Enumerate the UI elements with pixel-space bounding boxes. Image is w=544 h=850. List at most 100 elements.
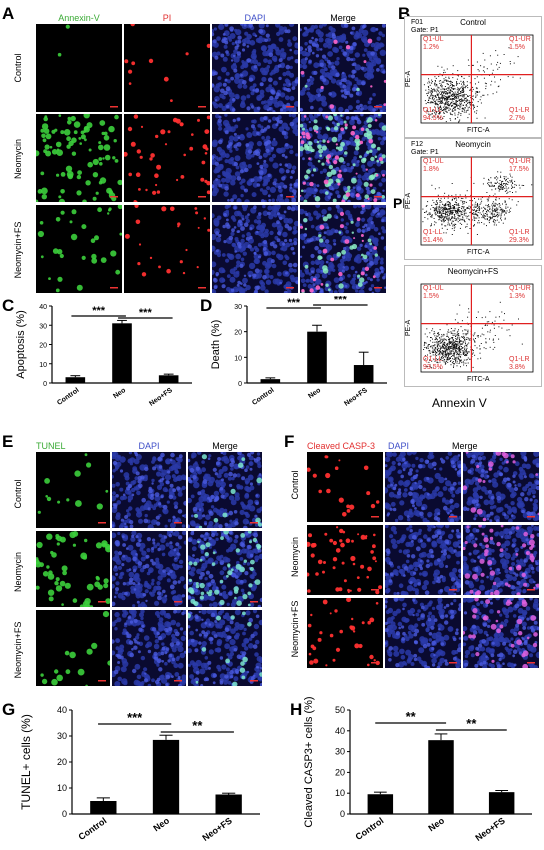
flow-plot-id: F12 [411, 141, 424, 148]
micrograph-f-dapi-row1 [385, 525, 461, 595]
significance-marker: *** [334, 296, 348, 306]
bar-control [65, 377, 86, 383]
significance-marker: ** [406, 709, 417, 724]
micrograph-a-annexin-row1 [36, 114, 122, 202]
y-tick-label: 40 [39, 304, 47, 311]
significance-marker: *** [139, 307, 153, 319]
flow-plot-title: Control [460, 18, 486, 27]
y-tick-label: 0 [238, 381, 242, 388]
bar-control [90, 801, 117, 814]
row-label-f-neomycin: Neomycin [290, 537, 300, 578]
flow-quadrant-ul: Q1-UL 1.8% [423, 158, 444, 173]
micrograph-a-pi-row0 [124, 24, 210, 112]
micrograph-e-dapi-row1 [112, 531, 186, 607]
panel-label-a: A [2, 4, 15, 23]
flow-quadrant-ur: Q1-UR 1.5% [509, 36, 531, 51]
significance-marker: *** [92, 305, 106, 317]
flow-axis-y: PE-A [405, 70, 413, 88]
flow-x-title: Annexin V [432, 396, 487, 410]
flow-axis-x: FITC-A [467, 249, 490, 256]
micrograph-e-tunel-row2 [36, 610, 110, 686]
flow-plot-title: Neomycin+FS [447, 267, 499, 276]
y-tick-label: 40 [57, 705, 67, 715]
y-tick-label: 30 [39, 323, 47, 330]
channel-label-tunel: TUNEL [36, 441, 66, 451]
y-tick-label: 0 [43, 381, 47, 388]
bar-chart-death: 0 10 20 30 Death (%) Control Neo Neo+FS *** *** [210, 296, 387, 408]
flow-axis-x: FITC-A [467, 376, 490, 383]
y-tick-label: 10 [57, 783, 67, 793]
micrograph-f-casp3-row2 [307, 598, 383, 668]
bar-neofs [158, 375, 179, 383]
panel-label-d: D [200, 296, 213, 315]
micrograph-a-merge-row2 [300, 205, 386, 293]
y-tick-label: 30 [57, 731, 67, 741]
micrograph-a-dapi-row1 [212, 114, 298, 202]
channel-label-merge-e: Merge [212, 441, 238, 451]
flow-axis-y: PE-A [405, 192, 413, 210]
x-tick-label: Control [77, 815, 109, 842]
flow-y-title: PI [393, 195, 407, 211]
channel-label-annexin: Annexin-V [58, 13, 100, 23]
micrograph-a-merge-row0 [300, 24, 386, 112]
flow-plot-1: F12 Gate: P1 Neomycin FITC-A PE-A Q1-UL 1.8%… [404, 138, 542, 260]
micrograph-f-dapi-row2 [385, 598, 461, 668]
channel-label-casp3: Cleaved CASP-3 [307, 441, 376, 451]
x-tick-label: Neo+FS [343, 387, 369, 408]
flow-plot-gate: Gate: P1 [411, 27, 439, 34]
flow-quadrant-ul: Q1-UL 1.5% [423, 285, 444, 300]
x-tick-label: Neo [151, 815, 171, 833]
micrograph-e-dapi-row0 [112, 452, 186, 528]
y-tick-label: 10 [234, 355, 242, 362]
y-tick-label: 10 [335, 788, 345, 798]
bar-neo [307, 331, 327, 383]
bar-chart-tunel: 0 10 20 30 40 TUNEL+ cells (%) Control Neo Neo+F… [19, 705, 260, 843]
y-tick-label: 40 [335, 726, 345, 736]
bar-neo [112, 323, 132, 383]
bar-neofs [215, 794, 242, 814]
flow-plot-id: F01 [411, 19, 424, 26]
panel-label-c: C [2, 296, 15, 315]
y-tick-label: 30 [335, 747, 345, 757]
y-tick-label: 50 [335, 705, 345, 715]
x-tick-label: Neo+FS [473, 815, 506, 843]
flow-quadrant-ll: Q1-LL 93.5% [423, 356, 443, 371]
micrograph-e-dapi-row2 [112, 610, 186, 686]
bar-neo [428, 740, 454, 814]
flow-plot-title: Neomycin [455, 140, 491, 149]
y-tick-label: 20 [234, 330, 242, 337]
y-axis-label: TUNEL+ cells (%) [19, 714, 33, 810]
flow-axis-y: PE-A [405, 319, 413, 337]
flow-quadrant-lr: Q1-LR 2.7% [509, 107, 530, 122]
y-tick-label: 20 [335, 767, 345, 777]
y-tick-label: 0 [340, 809, 345, 819]
bar-chart-apoptosis: 0 10 20 30 40 Apoptosis (%) Control Neo Neo+FS **… [15, 304, 192, 408]
row-label-control: Control [13, 53, 23, 83]
x-tick-label: Neo [426, 815, 446, 833]
micrograph-a-pi-row1 [124, 114, 210, 202]
micrograph-a-dapi-row0 [212, 24, 298, 112]
micrograph-a-annexin-row2 [36, 205, 122, 293]
micrograph-a-annexin-row0 [36, 24, 122, 112]
significance-marker: ** [466, 716, 477, 731]
micrograph-e-tunel-row0 [36, 452, 110, 528]
row-label-neomycin-fs: Neomycin+FS [13, 221, 23, 279]
y-tick-label: 0 [62, 809, 67, 819]
micrograph-a-merge-row1 [300, 114, 386, 202]
micrograph-e-merge-row2 [188, 610, 262, 686]
flow-quadrant-ul: Q1-UL 1.2% [423, 36, 444, 51]
channel-label-dapi: DAPI [244, 13, 266, 23]
flow-axis-x: FITC-A [467, 127, 490, 134]
bar-control [260, 379, 281, 383]
micrograph-f-merge-row1 [463, 525, 539, 595]
x-tick-label: Neo [112, 387, 127, 400]
micrograph-f-merge-row2 [463, 598, 539, 668]
flow-plot-2: Neomycin+FS FITC-A PE-A Q1-UL 1.5% Q1-UR 1.3… [404, 265, 542, 387]
row-label-e-neomycin-fs: Neomycin+FS [13, 621, 23, 679]
row-label-e-neomycin: Neomycin [13, 552, 23, 593]
bar-control [367, 794, 394, 814]
row-label-neomycin: Neomycin [13, 139, 23, 180]
significance-marker: *** [127, 710, 143, 725]
channel-label-dapi-e: DAPI [138, 441, 160, 451]
flow-plot-0: F01 Gate: P1 Control FITC-A PE-A Q1-UL 1.2% Q… [404, 16, 542, 138]
